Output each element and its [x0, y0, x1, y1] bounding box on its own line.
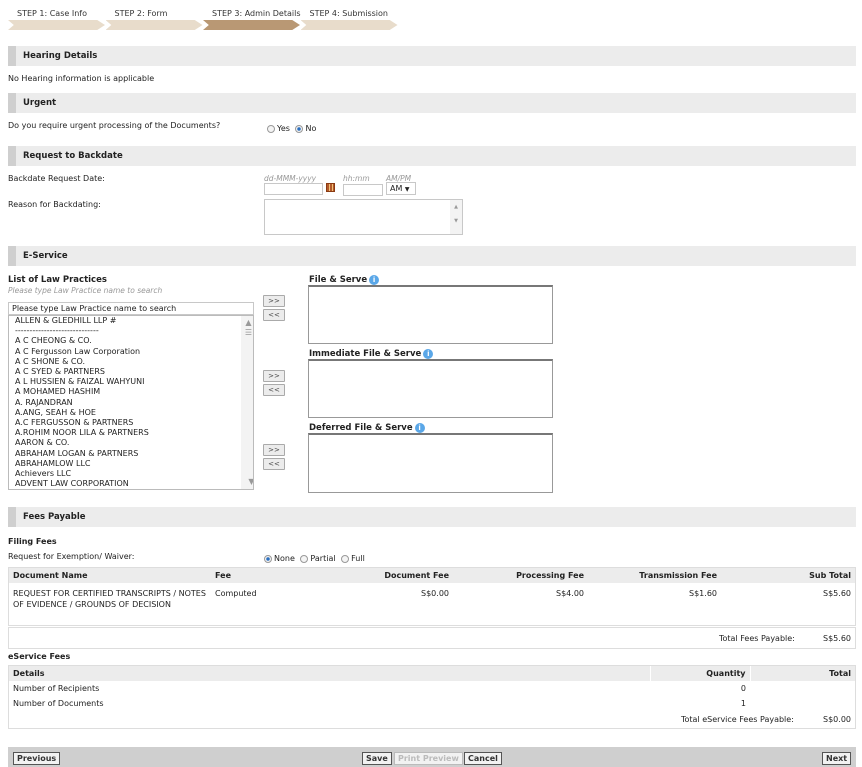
table-row: Number of Documents 1 — [13, 699, 746, 708]
law-practice-search-input[interactable]: Please type Law Practice name to search — [8, 302, 254, 315]
list-item[interactable]: A C SHONE & CO. — [15, 356, 85, 366]
col-document-name: Document Name — [9, 568, 211, 583]
step-2: STEP 2: Form — [105, 8, 204, 31]
step-chevron — [8, 20, 105, 30]
textarea-scrollbar[interactable]: ▲ ▼ — [450, 200, 462, 234]
list-item[interactable]: ----------------------------- — [15, 326, 99, 336]
list-item[interactable]: A C SYED & PARTNERS — [15, 367, 105, 377]
total-fees-row: Total Fees Payable: S$5.60 — [8, 627, 856, 649]
list-item[interactable]: ADVENT LAW CORPORATION — [15, 479, 129, 489]
reason-label: Reason for Backdating: — [8, 200, 101, 209]
deferred-file-serve-label: Deferred File & Serve i — [309, 423, 425, 433]
backdate-date-label: Backdate Request Date: — [8, 174, 105, 183]
calendar-icon[interactable] — [326, 183, 335, 192]
section-header-hearing: Hearing Details — [8, 46, 856, 66]
list-item[interactable]: A C Fergusson Law Corporation — [15, 346, 141, 356]
filing-fees-table: Document Name Fee Document Fee Processin… — [8, 567, 856, 626]
eservice-fees-table: Details Quantity Total Number of Recipie… — [8, 665, 856, 729]
remove-deferred-button[interactable]: << — [263, 458, 285, 470]
list-item[interactable]: AARON & CO. — [15, 438, 70, 448]
law-practices-listbox[interactable]: ALLEN & GLEDHILL LLP # ------------------… — [8, 315, 254, 490]
list-item[interactable]: A.ROHIM NOOR LILA & PARTNERS — [15, 428, 149, 438]
section-header-urgent: Urgent — [8, 93, 856, 113]
col-quantity: Quantity — [649, 666, 750, 681]
info-icon[interactable]: i — [423, 349, 434, 359]
law-practices-title: List of Law Practices — [8, 275, 107, 285]
previous-button[interactable]: Previous — [13, 752, 61, 765]
step-4: STEP 4: Submission — [300, 8, 399, 31]
col-sub-total: Sub Total — [721, 568, 855, 583]
cancel-button[interactable]: Cancel — [464, 752, 502, 765]
list-item[interactable]: A MOHAMED HASHIM — [15, 387, 101, 397]
remove-immediate-button[interactable]: << — [263, 384, 285, 396]
list-item[interactable]: A.ANG, SEAH & HOE — [15, 407, 96, 417]
exemption-label: Request for Exemption/ Waiver: — [8, 552, 135, 561]
total-fees-value: S$5.60 — [823, 634, 851, 643]
col-processing-fee: Processing Fee — [453, 568, 588, 583]
list-item[interactable]: A. RAJANDRAN — [15, 397, 73, 407]
add-deferred-button[interactable]: >> — [263, 444, 285, 456]
list-item[interactable]: ABRAHAM LOGAN & PARTNERS — [15, 448, 139, 458]
print-preview-button[interactable]: Print Preview — [394, 752, 463, 765]
list-item[interactable]: ALLEN & GLEDHILL LLP # — [15, 316, 117, 325]
time-format-hint: hh:mm — [343, 174, 370, 183]
add-file-serve-button[interactable]: >> — [263, 295, 285, 307]
deferred-file-serve-listbox[interactable] — [308, 433, 553, 493]
list-item[interactable]: ABRAHAMLOW LLC — [15, 458, 91, 468]
urgent-no-radio[interactable] — [295, 124, 304, 133]
remove-file-serve-button[interactable]: << — [263, 309, 285, 321]
list-item[interactable]: ADVOCATUS LAW LLP — [12, 489, 253, 490]
backdate-date-input[interactable] — [264, 183, 323, 195]
eservice-total-value: S$0.00 — [823, 715, 851, 724]
urgent-question: Do you require urgent processing of the … — [8, 121, 221, 130]
col-total: Total — [749, 666, 855, 681]
step-chevron — [203, 20, 300, 30]
info-icon[interactable]: i — [369, 275, 380, 285]
listbox-scrollbar[interactable]: ▲ ☰ ▼ — [241, 316, 253, 489]
list-item[interactable]: Achievers LLC — [15, 469, 72, 479]
step-1: STEP 1: Case Info — [8, 8, 106, 31]
exemption-partial-radio[interactable] — [300, 554, 309, 563]
step-chevron — [105, 20, 203, 30]
step-3: STEP 3: Admin Details — [203, 8, 301, 31]
backdate-time-input[interactable] — [343, 184, 383, 196]
col-document-fee: Document Fee — [371, 568, 453, 583]
section-header-fees: Fees Payable — [8, 507, 856, 527]
ampm-hint: AM/PM — [386, 174, 412, 183]
urgent-yes-radio[interactable] — [267, 124, 275, 133]
col-transmission-fee: Transmission Fee — [588, 568, 721, 583]
date-format-hint: dd-MMM-yyyy — [264, 174, 317, 183]
immediate-file-serve-listbox[interactable] — [308, 359, 553, 418]
dropdown-arrow-icon: ▼ — [404, 186, 410, 193]
table-row: Number of Recipients 0 — [13, 684, 746, 693]
table-row: REQUEST FOR CERTIFIED TRANSCRIPTS / NOTE… — [13, 589, 851, 609]
exemption-full-radio[interactable] — [341, 554, 350, 563]
save-button[interactable]: Save — [362, 752, 392, 765]
filing-fees-title: Filing Fees — [8, 537, 57, 546]
list-item[interactable]: A L HUSSIEN & FAIZAL WAHYUNI — [15, 377, 145, 387]
step-chevron — [300, 20, 398, 30]
exemption-none-radio[interactable] — [264, 554, 272, 563]
law-practices-hint: Please type Law Practice name to search — [8, 286, 163, 295]
eservice-fees-title: eService Fees — [8, 652, 71, 661]
col-fee: Fee — [211, 568, 371, 583]
hearing-text: No Hearing information is applicable — [8, 74, 155, 83]
file-serve-label: File & Serve i — [309, 275, 380, 285]
section-header-backdate: Request to Backdate — [8, 146, 856, 166]
info-icon[interactable]: i — [414, 423, 425, 433]
next-button[interactable]: Next — [822, 752, 852, 765]
section-header-eservice: E-Service — [8, 246, 856, 266]
list-item[interactable]: A.C FERGUSSON & PARTNERS — [15, 418, 134, 428]
add-immediate-button[interactable]: >> — [263, 370, 285, 382]
exemption-radio-group: None Partial Full — [264, 554, 365, 563]
ampm-select[interactable]: AM ▼ — [386, 182, 416, 195]
urgent-radio-group: Yes No — [267, 124, 316, 133]
list-item[interactable]: A C CHEONG & CO. — [15, 336, 92, 346]
reason-textarea[interactable]: ▲ ▼ — [264, 199, 463, 235]
col-details: Details — [9, 666, 650, 681]
file-serve-listbox[interactable] — [308, 285, 553, 344]
immediate-file-serve-label: Immediate File & Serve i — [309, 349, 434, 359]
